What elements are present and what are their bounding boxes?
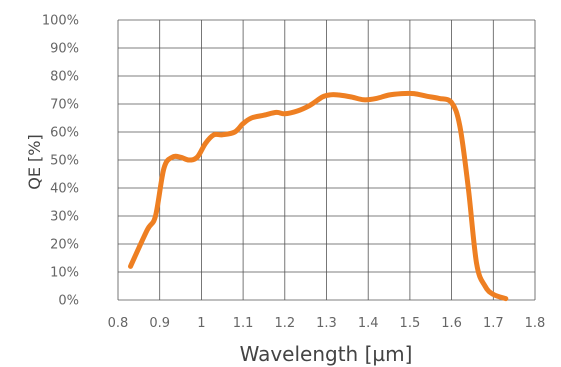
series-layer	[128, 90, 509, 302]
y-tick-label: 80%	[50, 70, 79, 85]
x-tick-label: 1.1	[233, 316, 254, 331]
x-tick-label: 1.6	[441, 316, 462, 331]
y-axis-title: QE [%]	[25, 134, 44, 189]
y-tick-label: 40%	[50, 182, 79, 197]
x-tick-label: 0.9	[149, 316, 170, 331]
x-tick-label: 1.7	[483, 316, 504, 331]
x-tick-label: 1.4	[358, 316, 379, 331]
x-tick-label: 1.5	[400, 316, 421, 331]
x-tick-label: 1.8	[525, 316, 546, 331]
y-tick-label: 30%	[50, 210, 79, 225]
x-axis-title: Wavelength [µm]	[240, 342, 413, 366]
y-tick-label: 10%	[50, 266, 79, 281]
x-tick-label: 0.8	[108, 316, 129, 331]
y-tick-label: 0%	[58, 294, 79, 309]
qe-series-line	[128, 90, 509, 302]
y-tick-label: 20%	[50, 238, 79, 253]
y-tick-label: 50%	[50, 154, 79, 169]
x-tick-label: 1.3	[316, 316, 337, 331]
x-tick-label: 1	[197, 316, 205, 331]
y-tick-label: 60%	[50, 126, 79, 141]
y-tick-label: 90%	[50, 42, 79, 57]
y-tick-label: 100%	[42, 14, 79, 29]
x-tick-label: 1.2	[274, 316, 295, 331]
y-tick-label: 70%	[50, 98, 79, 113]
tick-labels: 0% 10% 20% 30% 40% 50% 60% 70% 80% 90% 100% 0.8 0.9 1…	[42, 14, 546, 332]
grid-layer	[117, 19, 536, 301]
